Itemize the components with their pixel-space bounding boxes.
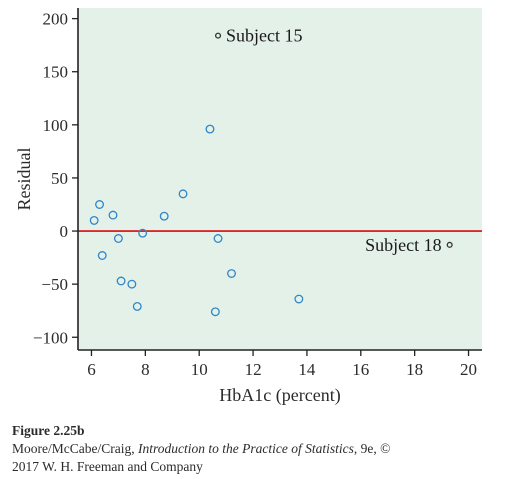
- data-point: [95, 200, 104, 209]
- data-point: [116, 276, 126, 286]
- y-tick-label: 200: [43, 10, 69, 29]
- data-point: [213, 234, 223, 243]
- data-point: [159, 211, 169, 221]
- x-axis-label: HbA1c (percent): [219, 385, 340, 406]
- plot-area: [78, 8, 482, 350]
- x-tick-label: 20: [460, 360, 477, 379]
- y-tick-label: 50: [51, 169, 68, 188]
- tick-labels: 200 150 100 50 0 −50 −100 6 8 10 12 14 16 18 20: [33, 10, 477, 379]
- data-points: Subject 15 Subject 18: [89, 26, 453, 317]
- figure-caption: Figure 2.25b Moore/McCabe/Craig, Introdu…: [12, 422, 502, 476]
- annotated-data-point: [446, 241, 453, 248]
- data-point: [97, 251, 107, 260]
- axes: [72, 8, 482, 356]
- annotated-data-point: [215, 32, 222, 39]
- x-tick-label: 12: [245, 360, 262, 379]
- data-point: [227, 269, 236, 278]
- caption-authors: Moore/McCabe/Craig,: [12, 441, 138, 456]
- y-axis-label: Residual: [14, 148, 34, 211]
- caption-edition: , 9e, ©: [353, 441, 391, 456]
- data-point: [210, 307, 220, 317]
- caption-publisher: 2017 W. H. Freeman and Company: [12, 459, 203, 474]
- data-point: [178, 189, 188, 199]
- data-point: [113, 234, 123, 243]
- data-point: [89, 215, 99, 225]
- y-tick-label: −100: [33, 328, 68, 347]
- data-point: [127, 279, 137, 289]
- data-point: [294, 294, 304, 304]
- scatter-chart: Subject 15 Subject 18 200 150 100 50 0 −50 −100…: [14, 8, 482, 406]
- x-tick-label: 14: [298, 360, 316, 379]
- x-tick-label: 8: [141, 360, 150, 379]
- point-annotation: Subject 15: [226, 26, 303, 46]
- y-tick-label: 150: [43, 63, 69, 82]
- y-tick-label: 100: [43, 116, 69, 135]
- figure-label: Figure 2.25b: [12, 423, 85, 438]
- y-tick-label: 0: [60, 222, 69, 241]
- data-point: [132, 302, 142, 311]
- data-point: [205, 124, 215, 134]
- y-tick-label: −50: [41, 275, 68, 294]
- x-tick-label: 18: [406, 360, 423, 379]
- data-point: [138, 228, 148, 238]
- point-annotation: Subject 18: [365, 235, 442, 255]
- caption-book-title: Introduction to the Practice of Statisti…: [137, 441, 354, 456]
- x-tick-label: 16: [352, 360, 369, 379]
- data-point: [108, 210, 118, 220]
- x-tick-label: 10: [191, 360, 208, 379]
- x-tick-label: 6: [87, 360, 96, 379]
